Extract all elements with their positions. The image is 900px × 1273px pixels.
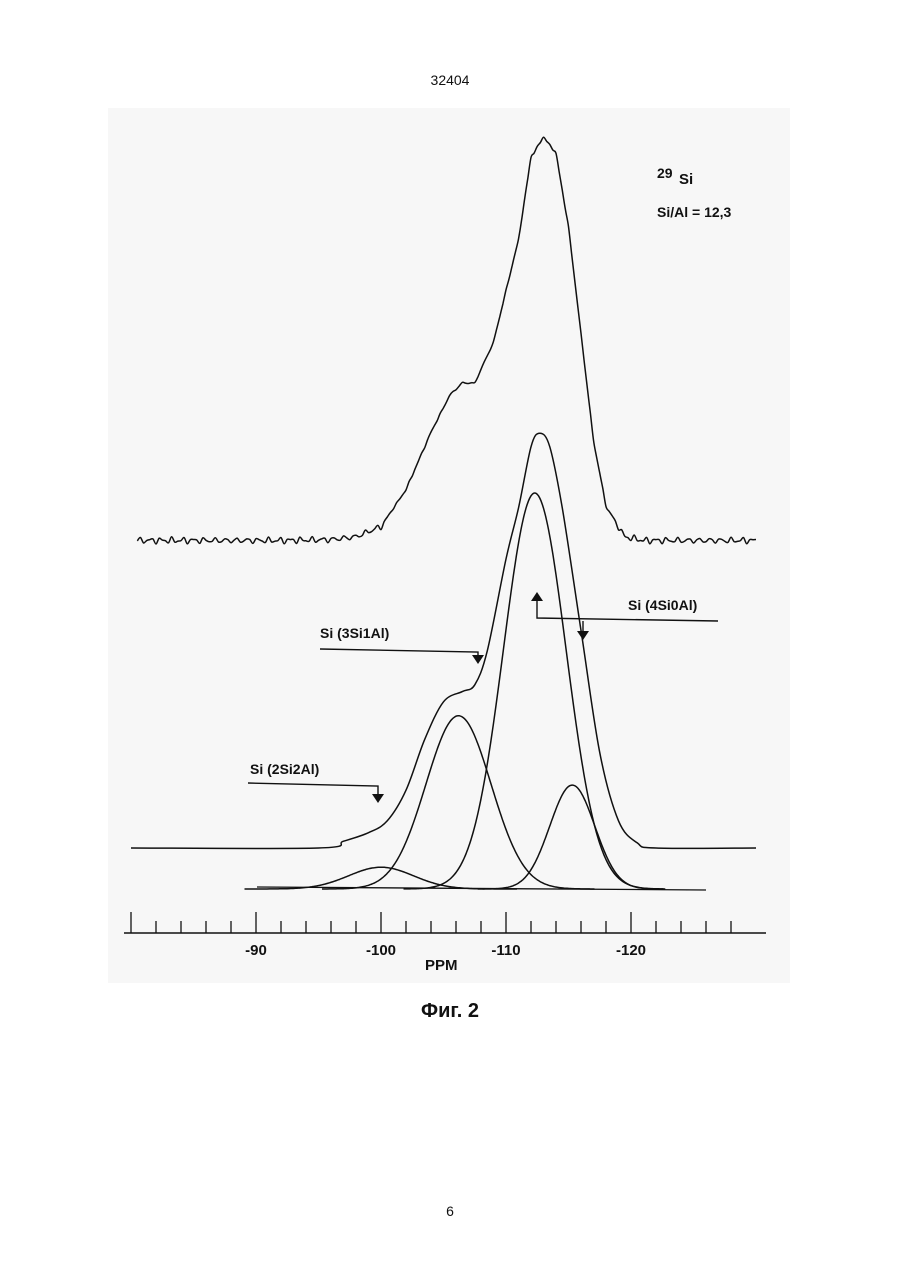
arrow-head <box>372 794 384 803</box>
arrow-head <box>531 592 543 601</box>
si-al-ratio-label: Si/Al = 12,3 <box>657 204 732 220</box>
x-tick-label: -90 <box>245 942 267 959</box>
fitted-components <box>245 493 707 890</box>
page-number-bottom: 6 <box>0 1203 900 1219</box>
experimental-spectrum-line <box>137 137 756 544</box>
peak-label: Si (3Si1Al) <box>320 625 389 641</box>
component-peak <box>404 493 664 889</box>
peak-label: Si (4Si0Al) <box>628 597 697 613</box>
nucleus-mass-number: 29 <box>657 165 673 181</box>
experimental-spectrum <box>137 137 756 544</box>
fitted-envelope-line <box>131 433 756 848</box>
peak-label: Si (2Si2Al) <box>250 761 319 777</box>
nucleus-symbol: Si <box>679 171 693 188</box>
x-axis-label: PPM <box>425 957 458 974</box>
figure-caption: Фиг. 2 <box>0 1000 900 1023</box>
fitted-envelope <box>131 433 756 848</box>
x-tick-label: -110 <box>491 942 520 959</box>
x-tick-label: -120 <box>616 942 646 959</box>
component-peak <box>478 785 666 889</box>
component-peak <box>322 716 595 889</box>
arrow-head <box>577 631 589 640</box>
ppm-axis: -90 -100 -110 -120 <box>124 912 766 959</box>
annotation-leader <box>248 783 378 796</box>
annotation-leader <box>320 649 478 658</box>
nucleus-label: 29 Si <box>657 165 693 188</box>
peak-annotations: Si (2Si2Al) Si (3Si1Al) Si (4Si0Al) <box>248 592 718 803</box>
component-peak <box>245 867 518 889</box>
arrow-head <box>472 655 484 664</box>
x-tick-label: -100 <box>366 942 396 959</box>
